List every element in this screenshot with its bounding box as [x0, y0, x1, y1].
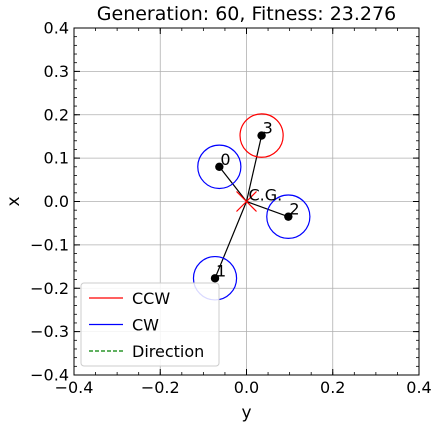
y-tick-label: −0.4	[30, 366, 69, 385]
legend-label-direction: Direction	[132, 342, 204, 361]
legend: CCW CW Direction	[80, 282, 220, 367]
rotor-circle-3	[239, 113, 284, 158]
legend-label-cw: CW	[132, 316, 159, 335]
legend-box	[80, 282, 220, 367]
y-tick-label: 0.0	[44, 192, 69, 211]
y-axis-label: x	[4, 196, 24, 206]
x-tick-label: −0.2	[141, 378, 180, 397]
y-tick-label: 0.1	[44, 149, 69, 168]
rotor-label-2: 2	[289, 200, 299, 219]
y-tick-label: 0.4	[44, 19, 69, 38]
x-axis-label: y	[241, 403, 251, 423]
axis-ticks: −0.4 −0.2 0.0 0.2 0.4 −0.4 −0.3 −0.2 −0.1 0.0 0.1 0…	[30, 19, 432, 398]
y-tick-label: −0.2	[30, 279, 69, 298]
x-tick-label: 0.0	[234, 378, 259, 397]
x-tick-label: −0.4	[55, 378, 94, 397]
y-tick-label: 0.3	[44, 62, 69, 81]
rotor-center-2	[284, 212, 293, 221]
x-tick-label: 0.4	[406, 378, 431, 397]
chart-title: Generation: 60, Fitness: 23.276	[97, 3, 396, 25]
rotor-circle-2	[266, 194, 311, 239]
x-tick-label: 0.2	[320, 378, 345, 397]
legend-label-ccw: CCW	[132, 289, 170, 308]
rotor-arm-2	[246, 200, 289, 218]
rotor-label-1: 1	[216, 261, 226, 280]
cg-marker-b	[236, 191, 257, 212]
rotor-center-3	[257, 131, 266, 140]
y-tick-label: −0.1	[30, 235, 69, 254]
rotor-arm-1	[214, 201, 248, 279]
cg-label: C.G.	[249, 186, 283, 205]
y-tick-label: 0.2	[44, 105, 69, 124]
plot-area: 0 1 2 3 C.G.	[192, 113, 311, 301]
rotor-center-1	[210, 274, 220, 283]
rotor-label-0: 0	[220, 150, 230, 169]
rotor-arm-3	[245, 135, 263, 202]
y-tick-label: −0.3	[30, 322, 69, 341]
rotor-center-0	[215, 162, 224, 171]
rotor-label-3: 3	[263, 119, 273, 138]
rotor-circle-0	[197, 144, 242, 190]
